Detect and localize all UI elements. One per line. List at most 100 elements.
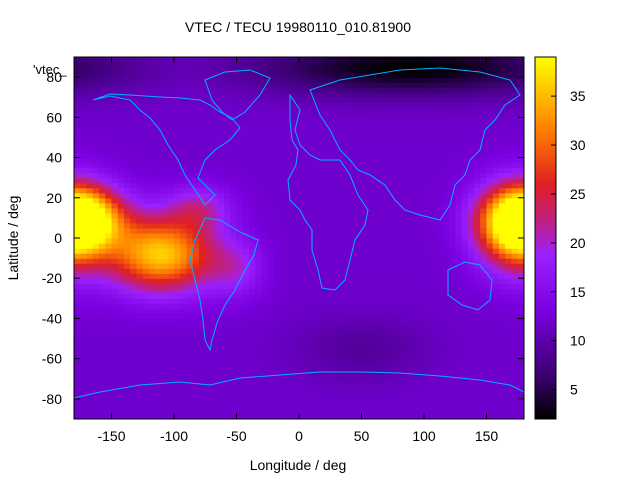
heatmap-cell xyxy=(142,192,150,199)
heatmap-cell xyxy=(261,197,269,204)
heatmap-cell xyxy=(230,243,238,249)
heatmap-cell xyxy=(217,137,225,144)
heatmap-cell xyxy=(74,77,81,83)
heatmap-cell xyxy=(130,253,138,259)
heatmap-cell xyxy=(311,323,319,330)
heatmap-cell xyxy=(211,288,219,294)
heatmap-cell xyxy=(161,328,169,335)
heatmap-cell xyxy=(411,378,419,385)
heatmap-cell xyxy=(86,207,94,214)
heatmap-cell xyxy=(74,87,81,93)
heatmap-cell xyxy=(117,182,125,189)
heatmap-cell xyxy=(399,232,406,239)
heatmap-cell xyxy=(342,107,350,113)
heatmap-cell xyxy=(230,343,238,350)
heatmap-cell xyxy=(492,318,500,325)
heatmap-cell xyxy=(361,87,369,93)
heatmap-cell xyxy=(411,293,419,299)
heatmap-cell xyxy=(511,147,519,154)
heatmap-cell xyxy=(417,328,425,335)
heatmap-cell xyxy=(205,112,213,118)
heatmap-cell xyxy=(324,268,331,274)
heatmap-cell xyxy=(74,92,81,98)
heatmap-cell xyxy=(74,353,81,360)
heatmap-cell xyxy=(305,373,313,380)
heatmap-cell xyxy=(355,413,363,419)
heatmap-cell xyxy=(330,172,338,179)
heatmap-cell xyxy=(167,388,175,395)
heatmap-cell xyxy=(424,72,431,78)
heatmap-cell xyxy=(167,353,175,360)
heatmap-cell xyxy=(442,157,450,164)
heatmap-cell xyxy=(417,207,425,214)
heatmap-cell xyxy=(349,358,356,365)
heatmap-cell xyxy=(517,167,524,174)
heatmap-cell xyxy=(374,288,381,294)
heatmap-cell xyxy=(142,413,150,419)
heatmap-cell xyxy=(517,132,524,139)
heatmap-cell xyxy=(174,373,181,380)
heatmap-cell xyxy=(305,207,313,214)
heatmap-cell xyxy=(367,117,375,123)
heatmap-cell xyxy=(517,333,524,340)
heatmap-cell xyxy=(180,353,188,360)
heatmap-cell xyxy=(255,293,263,299)
heatmap-cell xyxy=(505,273,513,279)
heatmap-cell xyxy=(74,102,81,108)
heatmap-cell xyxy=(136,217,144,224)
heatmap-cell xyxy=(105,122,113,128)
heatmap-cell xyxy=(380,182,388,189)
heatmap-cell xyxy=(361,348,369,355)
heatmap-cell xyxy=(461,82,469,88)
heatmap-cell xyxy=(305,328,313,335)
heatmap-cell xyxy=(480,182,488,189)
heatmap-cell xyxy=(467,358,475,365)
heatmap-cell xyxy=(442,263,450,269)
heatmap-cell xyxy=(511,368,519,375)
heatmap-cell xyxy=(399,162,406,169)
heatmap-cell xyxy=(111,238,119,244)
heatmap-cell xyxy=(74,398,81,405)
heatmap-cell xyxy=(280,77,288,83)
heatmap-cell xyxy=(249,132,256,139)
heatmap-cell xyxy=(249,127,256,134)
heatmap-cell xyxy=(499,82,506,88)
heatmap-cell xyxy=(180,162,188,169)
heatmap-cell xyxy=(274,127,281,134)
heatmap-cell xyxy=(211,368,219,375)
heatmap-cell xyxy=(311,263,319,269)
heatmap-cell xyxy=(299,338,306,345)
heatmap-cell xyxy=(505,263,513,269)
heatmap-cell xyxy=(149,253,156,259)
heatmap-cell xyxy=(161,92,169,98)
heatmap-cell xyxy=(167,187,175,194)
heatmap-cell xyxy=(455,288,463,294)
heatmap-cell xyxy=(449,313,456,320)
heatmap-cell xyxy=(455,112,463,118)
heatmap-cell xyxy=(386,202,394,209)
heatmap-cell xyxy=(236,363,244,370)
heatmap-cell xyxy=(261,308,269,315)
heatmap-cell xyxy=(142,92,150,98)
heatmap-cell xyxy=(311,348,319,355)
heatmap-cell xyxy=(280,293,288,299)
heatmap-cell xyxy=(499,363,506,370)
heatmap-cell xyxy=(174,368,181,375)
heatmap-cell xyxy=(167,403,175,410)
heatmap-cell xyxy=(461,248,469,254)
heatmap-cell xyxy=(336,378,344,385)
heatmap-cell xyxy=(342,132,350,139)
heatmap-cell xyxy=(261,283,269,289)
heatmap-cell xyxy=(486,147,494,154)
heatmap-cell xyxy=(255,217,263,224)
heatmap-cell xyxy=(424,368,431,375)
heatmap-cell xyxy=(417,383,425,390)
heatmap-cell xyxy=(199,82,206,88)
heatmap-cell xyxy=(474,142,481,149)
heatmap-cell xyxy=(511,122,519,128)
heatmap-cell xyxy=(324,373,331,380)
heatmap-cell xyxy=(417,283,425,289)
heatmap-cell xyxy=(336,278,344,284)
heatmap-cell xyxy=(74,378,81,385)
heatmap-cell xyxy=(436,177,444,184)
